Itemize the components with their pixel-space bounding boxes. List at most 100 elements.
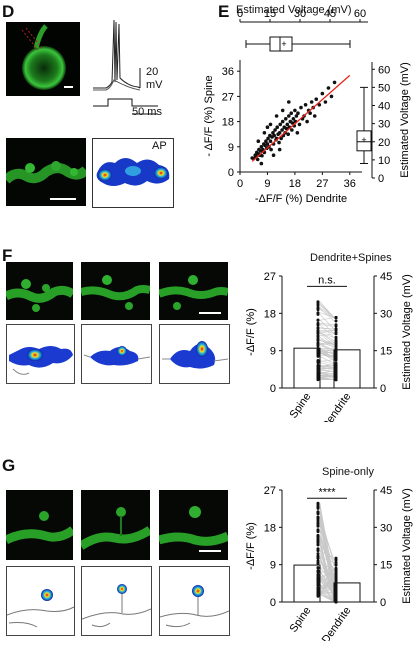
f-chart-dendrite-point xyxy=(334,315,338,319)
f-chart-right-tick-label: 30 xyxy=(380,308,392,320)
e-data-point xyxy=(295,131,300,135)
g-chart-spine-point xyxy=(316,540,320,544)
e-data-point xyxy=(264,139,268,143)
e-data-point xyxy=(303,103,308,107)
f-chart-pair-line xyxy=(319,336,335,349)
g-chart-right-axis-title: Estimated Voltage (mV) xyxy=(401,488,413,604)
e-top-tick-label: 60 xyxy=(354,8,366,20)
g-chart-spine-point xyxy=(316,586,320,590)
ap-heatmap xyxy=(92,138,174,208)
f-chart-pair-line xyxy=(319,371,335,375)
f-chart-spine-point xyxy=(316,365,320,369)
g-chart-spine-point xyxy=(316,522,320,526)
e-y-tick-label: 27 xyxy=(222,91,234,103)
f-chart-dendrite-point xyxy=(334,327,338,331)
e-data-point xyxy=(287,100,291,104)
f-chart-dendrite-point xyxy=(334,373,338,377)
f-chart-dendrite-point xyxy=(334,361,338,365)
g-chart-dendrite-point xyxy=(334,596,338,600)
g-chart-spine-point xyxy=(316,501,320,505)
f-chart-right-tick-label: 15 xyxy=(380,346,392,358)
g-chart-spine-point xyxy=(316,591,320,595)
f-chart-spine-point xyxy=(316,300,320,304)
f-chart-pair-line xyxy=(319,330,335,334)
g-chart-significance-label: **** xyxy=(318,486,336,498)
g-chart-pair-line xyxy=(319,590,335,602)
f-chart-pair-line xyxy=(319,359,335,362)
g-chart-pair-line xyxy=(319,517,335,592)
e-data-point xyxy=(320,91,325,96)
e-top-tick-label: 15 xyxy=(264,8,276,20)
f-chart-spine-point xyxy=(316,312,320,316)
e-data-point xyxy=(277,131,282,135)
e-data-point xyxy=(268,122,273,127)
f-chart-spine-point xyxy=(316,303,320,307)
e-data-point xyxy=(273,128,277,132)
f-chart-spine-point xyxy=(316,318,320,322)
f-chart-category-label: Dendrite xyxy=(320,391,354,422)
f-chart-spine-point xyxy=(316,338,320,342)
g-chart-spine-point xyxy=(316,566,320,570)
g-chart-right-tick-label: 45 xyxy=(380,485,392,497)
f-chart-pair-line xyxy=(319,324,335,327)
g-chart-bar-spine xyxy=(293,564,321,603)
e-data-point xyxy=(278,122,283,127)
e-data-point xyxy=(280,108,285,113)
f-chart-spine-point xyxy=(316,308,320,312)
f-chart-pair-line xyxy=(319,372,335,377)
e-data-point xyxy=(280,119,285,124)
e-top-mean: + xyxy=(281,39,286,49)
g-chart-dendrite-point xyxy=(334,590,338,594)
g-chart-pair-line xyxy=(319,557,335,602)
trace-scale-value: 20 xyxy=(146,66,159,78)
g-image-1 xyxy=(6,490,73,560)
f-chart-pair-line xyxy=(319,341,335,345)
e-y-axis-label: - ΔF/F (%) Spine xyxy=(203,75,215,156)
f-chart-pair-line xyxy=(319,304,335,318)
g-chart-spine-point xyxy=(316,562,320,566)
f-chart-spine-point xyxy=(316,331,320,335)
e-y-tick-label: 18 xyxy=(222,117,234,129)
e-data-point xyxy=(284,126,289,131)
g-chart-spine-point xyxy=(316,530,320,534)
f-chart-pair-line xyxy=(319,324,335,339)
f-chart-dendrite-point xyxy=(334,338,338,342)
f-chart-spine-point xyxy=(316,342,320,346)
panel-label-d: D xyxy=(2,2,15,21)
e-data-point xyxy=(289,111,294,115)
f-chart-dendrite-point xyxy=(334,356,338,360)
f-chart-pair-line xyxy=(319,342,335,346)
g-chart-spine-point xyxy=(316,576,320,580)
g-chart-y-tick-label: 18 xyxy=(264,522,276,534)
f-chart-pair-line xyxy=(319,317,335,321)
g-chart-spine-point xyxy=(316,511,320,515)
e-right-tick-label: 30 xyxy=(378,119,390,131)
g-chart-spine-point xyxy=(316,569,320,573)
trace-scale-unit: mV xyxy=(146,79,163,91)
e-data-point xyxy=(285,122,290,127)
f-chart-dendrite-point xyxy=(334,332,338,336)
e-data-point xyxy=(291,117,296,121)
e-data-point xyxy=(286,132,290,136)
g-chart-dendrite-point xyxy=(334,558,338,562)
f-chart-spine-point xyxy=(316,377,320,381)
f-chart-spine-point xyxy=(316,367,320,371)
f-chart-y-tick-label: 9 xyxy=(270,346,276,358)
g-heatmap-3 xyxy=(159,566,230,636)
g-chart-pair-line xyxy=(319,503,335,602)
e-x-tick-label: 9 xyxy=(264,178,270,190)
time-scale-label: 50 ms xyxy=(132,106,162,118)
f-chart-pair-line xyxy=(319,352,335,357)
g-chart-right-tick-label: 30 xyxy=(380,522,392,534)
f-chart-spine-point xyxy=(316,350,320,354)
g-chart-body: 0 9 18 27 0 15 30 45 -ΔF/F (%) Estimated Voltage … xyxy=(245,485,413,641)
g-chart-bar-dendrite xyxy=(333,582,361,603)
f-chart-pair-line xyxy=(319,356,335,364)
e-data-point xyxy=(280,128,284,132)
panel-label-e: E xyxy=(218,2,230,21)
g-heatmap-1 xyxy=(6,566,75,636)
e-data-point xyxy=(299,105,303,110)
e-right-boxplot: 0 10 20 30 40 50 60 Estimated Voltage (mV) + xyxy=(356,62,411,185)
g-chart-dendrite-point xyxy=(334,576,338,580)
f-chart-pair-line xyxy=(319,323,335,326)
